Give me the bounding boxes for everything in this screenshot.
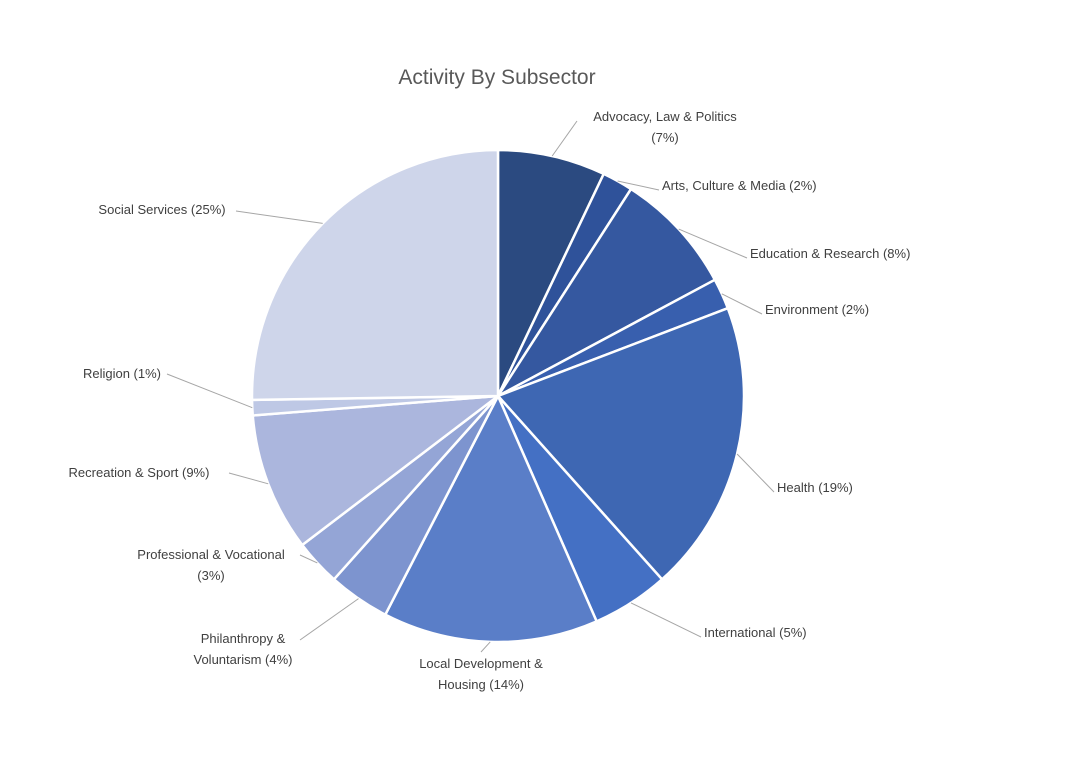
slice-label-professional-vocational: Professional & Vocational (3%) [137,547,285,583]
leader-line-social-services [235,210,323,224]
slice-label-philanthropy-voluntarism: Philanthropy & Voluntarism (4%) [194,631,293,667]
slice-label-line: Environment (2%) [765,302,869,317]
slice-label-line: Recreation & Sport (9%) [69,465,210,480]
slice-label-environment: Environment (2%) [765,302,869,317]
slice-label-line: Health (19%) [777,480,853,495]
slice-label-line: Religion (1%) [83,366,161,381]
pie-slice-local-development-housing [384,394,598,644]
slice-labels: Advocacy, Law & Politics (7%) Arts, Cultur… [69,109,911,692]
pie-slices [250,148,746,644]
leader-line-international [630,602,702,638]
leader-line-professional-vocational [299,554,318,564]
slice-label-recreation-sport: Recreation & Sport (9%) [69,465,210,480]
leader-line-arts-culture-media [617,180,660,191]
slice-label-line: Education & Research (8%) [750,246,910,261]
leader-line-environment [721,293,763,315]
leader-line-local-development-housing [480,641,491,653]
leader-line-advocacy-law-politics [551,120,578,157]
slice-label-line: Advocacy, Law & Politics [593,109,737,124]
slice-label-arts-culture-media: Arts, Culture & Media (2%) [662,178,817,193]
slice-label-line: Housing (14%) [438,677,524,692]
slice-label-line: Voluntarism (4%) [194,652,293,667]
slice-label-international: International (5%) [704,625,807,640]
slice-label-line: Arts, Culture & Media (2%) [662,178,817,193]
slice-label-line: Local Development & [419,656,543,671]
slice-label-health: Health (19%) [777,480,853,495]
slice-label-local-development-housing: Local Development & Housing (14%) [419,656,543,692]
leader-line-recreation-sport [228,472,269,485]
slice-label-line: International (5%) [704,625,807,640]
pie-slice-advocacy-law-politics [496,148,605,398]
slice-label-religion: Religion (1%) [83,366,161,381]
leader-line-philanthropy-voluntarism [299,598,359,641]
leader-lines [166,120,775,653]
pie-slice-recreation-sport [251,394,500,547]
leader-line-health [736,453,775,493]
pie-slice-health [496,306,746,581]
leader-line-religion [166,373,253,409]
slice-label-line: (3%) [197,568,224,583]
slice-label-education-research: Education & Research (8%) [750,246,910,261]
slice-label-line: Philanthropy & [201,631,286,646]
leader-line-education-research [678,228,748,259]
slice-label-line: (7%) [651,130,678,145]
slice-label-advocacy-law-politics: Advocacy, Law & Politics (7%) [593,109,737,145]
slice-label-line: Social Services (25%) [98,202,225,217]
pie-slice-social-services [250,148,500,402]
chart-title: Activity By Subsector [398,66,595,89]
slice-label-social-services: Social Services (25%) [98,202,225,217]
slice-label-line: Professional & Vocational [137,547,285,562]
